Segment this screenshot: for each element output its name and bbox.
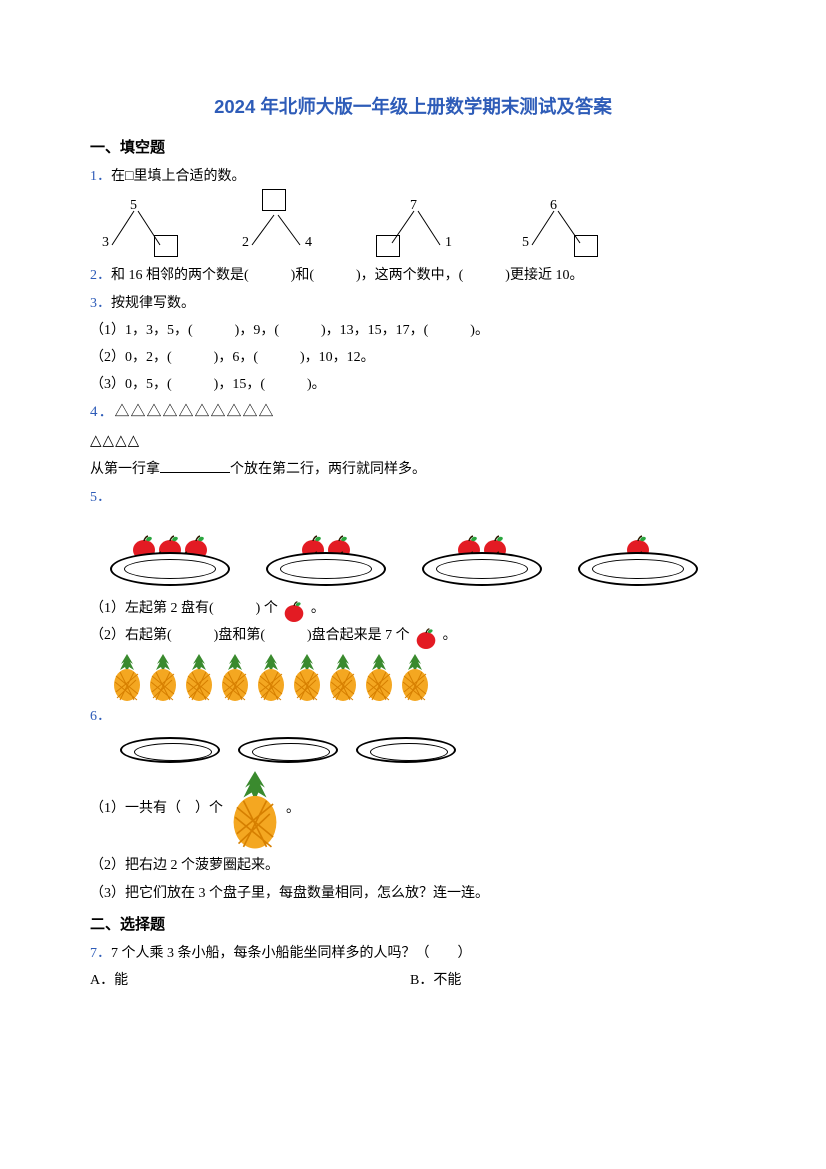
pineapple-icon [110,652,144,702]
q5-plates [110,516,736,586]
q3-l1: （1）1，3，5，( )，9，( )，13，15，17，( )。 [90,318,736,343]
plate [578,516,698,586]
q2-num: 2． [90,268,111,283]
q7-options: A．能 B．不能 [90,968,736,993]
q5-l2: （2）右起第( )盘和第( )盘合起来是 7 个 。 [90,623,736,648]
q3: 3．按规律写数。 [90,291,736,316]
q7-text: 7 个人乘 3 条小船，每条小船能坐同样多的人吗？（ ） [111,946,472,961]
pineapple-icon [326,652,360,702]
q6-l3: （3）把它们放在 3 个盘子里，每盘数量相同，怎么放？连一连。 [90,881,736,906]
q4-tail: 从第一行拿 个放在第二行，两行就同样多。 [90,457,736,482]
bond-2-bl: 2 [242,230,249,255]
q1-num: 1． [90,169,111,184]
q1: 1．在□里填上合适的数。 [90,164,736,189]
plate [266,516,386,586]
q6-num: 6． [90,709,111,724]
section-1-heading: 一、填空题 [90,135,736,162]
q2: 2．和 16 相邻的两个数是( )和( )，这两个数中，( )更接近 10。 [90,263,736,288]
q4-tail-a: 从第一行拿 [90,462,160,477]
pineapple-icon [362,652,396,702]
q5-l2b: 。 [443,628,457,643]
q7-num: 7． [90,946,111,961]
empty-plate [238,737,338,763]
q4-tail-b: 个放在第二行，两行就同样多。 [230,462,426,477]
q5-l1a: （1）左起第 2 盘有( ) 个 [90,601,278,616]
q7-opt-a[interactable]: A．能 [90,968,410,993]
q6: 6． [90,704,736,729]
bond-4-brbox[interactable] [574,235,598,257]
bond-2: 2 4 [240,195,320,255]
bond-4: 6 5 [520,195,600,255]
apple-icon [415,627,437,649]
q3-head: 按规律写数。 [111,296,195,311]
q5-pineapples [110,652,736,702]
q6-l2: （2）把右边 2 个菠萝圈起来。 [90,853,736,878]
q4-blank[interactable] [160,459,230,473]
plate-inner [592,559,684,579]
q3-l2: （2）0，2，( )，6，( )，10，12。 [90,345,736,370]
q2-text: 和 16 相邻的两个数是( )和( )，这两个数中，( )更接近 10。 [111,268,583,283]
plate-inner [280,559,372,579]
empty-plate [120,737,220,763]
bond-3-br: 1 [445,230,452,255]
bond-1: 5 3 [100,195,180,255]
q5-l1b: 。 [311,601,325,616]
q5: 5． [90,485,736,510]
pineapple-icon [182,652,216,702]
section-2-heading: 二、选择题 [90,912,736,939]
q6-plates [120,737,736,763]
q3-num: 3． [90,296,111,311]
q7-opt-b[interactable]: B．不能 [410,968,461,993]
empty-plate [356,737,456,763]
pineapple-icon [290,652,324,702]
plate [422,516,542,586]
q1-text: 在□里填上合适的数。 [111,169,245,184]
q4-num: 4． [90,404,115,420]
bond-4-bl: 5 [522,230,529,255]
plate-inner [124,559,216,579]
plate-inner [436,559,528,579]
pineapple-icon [146,652,180,702]
q1-bonds-row: 5 3 2 4 7 1 6 5 [100,195,736,255]
pineapple-icon [218,652,252,702]
q4-tri1: △△△△△△△△△△ [115,404,275,420]
q5-num: 5． [90,490,111,505]
q6-l1: （1）一共有（ ）个 。 [90,767,736,851]
pineapple-icon [227,767,283,851]
q5-l1: （1）左起第 2 盘有( ) 个 。 [90,596,736,621]
q7: 7．7 个人乘 3 条小船，每条小船能坐同样多的人吗？（ ） [90,941,736,966]
q3-l3: （3）0，5，( )，15，( )。 [90,372,736,397]
bond-3-blbox[interactable] [376,235,400,257]
bond-3: 7 1 [380,195,460,255]
plate [110,516,230,586]
q4-row1: 4．△△△△△△△△△△ [90,399,736,426]
bond-2-br: 4 [305,230,312,255]
q6-l1a: （1）一共有（ ）个 [90,802,223,817]
page-title: 2024 年北师大版一年级上册数学期末测试及答案 [90,90,736,123]
q6-l1b: 。 [286,802,300,817]
bond-1-bl: 3 [102,230,109,255]
q4-row2: △△△△ [90,428,736,455]
q5-l2a: （2）右起第( )盘和第( )盘合起来是 7 个 [90,628,410,643]
pineapple-icon [254,652,288,702]
bond-1-brbox[interactable] [154,235,178,257]
pineapple-icon [398,652,432,702]
apple-icon [283,600,305,622]
